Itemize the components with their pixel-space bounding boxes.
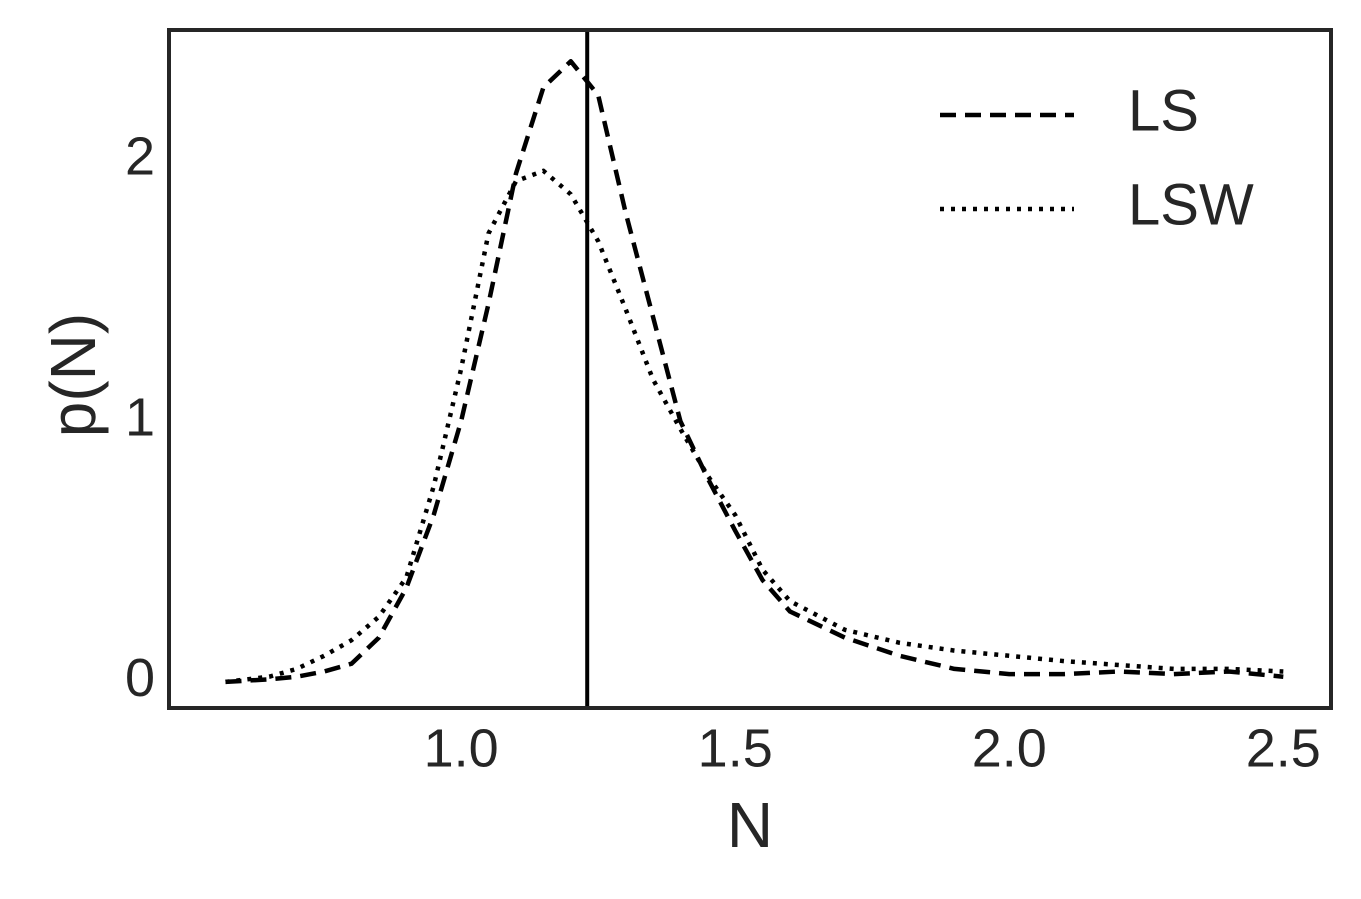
x-tick-label: 1.0 <box>424 718 499 778</box>
legend-label: LS <box>1128 78 1199 143</box>
plot-frame <box>167 28 1333 710</box>
y-tick-label: 0 <box>125 648 155 708</box>
legend-label: LSW <box>1128 172 1254 237</box>
y-tick-label: 1 <box>125 387 155 447</box>
data-line <box>225 168 1284 685</box>
y-axis-label: p(N) <box>37 313 109 437</box>
x-tick-label: 2.0 <box>972 718 1047 778</box>
x-axis-label: N <box>727 789 773 861</box>
x-tick-label: 1.5 <box>698 718 773 778</box>
y-tick-label: 2 <box>125 127 155 187</box>
data-line <box>225 59 1284 685</box>
x-tick-label: 2.5 <box>1246 718 1321 778</box>
